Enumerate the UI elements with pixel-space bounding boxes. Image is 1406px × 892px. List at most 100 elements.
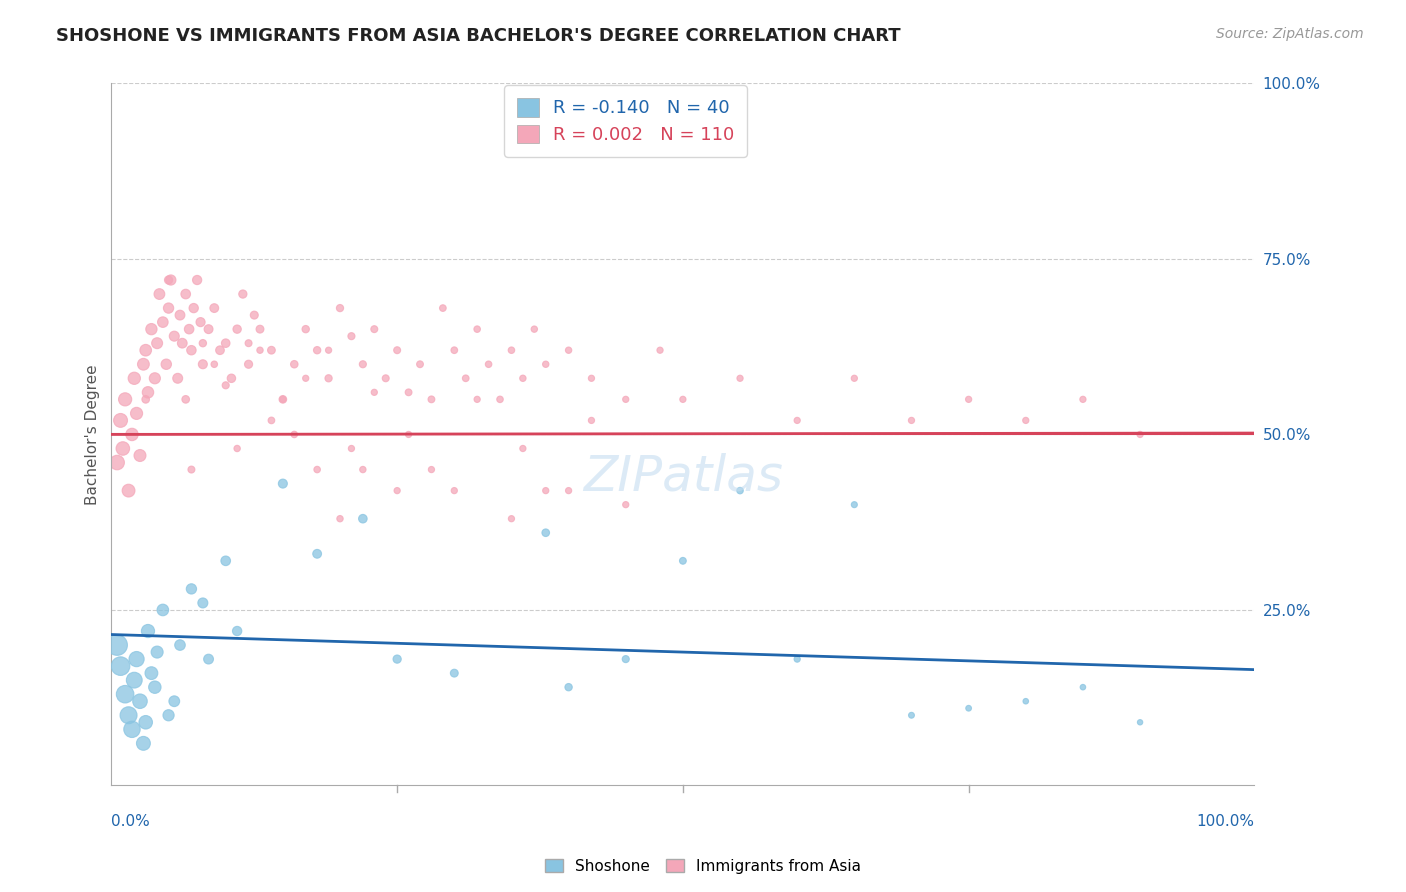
Point xyxy=(152,315,174,329)
Point xyxy=(443,343,465,358)
Point xyxy=(728,483,751,498)
Point xyxy=(232,287,254,301)
Point xyxy=(648,343,671,358)
Point xyxy=(501,343,523,358)
Point xyxy=(534,483,557,498)
Point xyxy=(844,371,866,385)
Point xyxy=(1071,680,1094,694)
Point xyxy=(169,638,191,652)
Point xyxy=(501,511,523,525)
Point xyxy=(557,680,579,694)
Point xyxy=(307,462,329,476)
Point xyxy=(957,701,980,715)
Point xyxy=(121,427,143,442)
Point xyxy=(352,357,374,371)
Point xyxy=(614,652,637,666)
Text: SHOSHONE VS IMMIGRANTS FROM ASIA BACHELOR'S DEGREE CORRELATION CHART: SHOSHONE VS IMMIGRANTS FROM ASIA BACHELO… xyxy=(56,27,901,45)
Point xyxy=(260,413,283,427)
Point xyxy=(136,385,159,400)
Point xyxy=(105,638,128,652)
Point xyxy=(672,554,695,568)
Point xyxy=(260,343,283,358)
Point xyxy=(420,392,443,407)
Point xyxy=(271,392,294,407)
Point xyxy=(614,498,637,512)
Point xyxy=(1015,694,1038,708)
Point xyxy=(163,329,186,343)
Point xyxy=(125,406,148,420)
Point xyxy=(143,680,166,694)
Point xyxy=(672,392,695,407)
Point xyxy=(146,645,169,659)
Point xyxy=(398,385,420,400)
Point xyxy=(385,343,408,358)
Point xyxy=(534,525,557,540)
Point xyxy=(409,357,432,371)
Point xyxy=(1129,427,1152,442)
Point xyxy=(157,301,180,315)
Point xyxy=(191,596,214,610)
Point xyxy=(363,322,385,336)
Point xyxy=(110,659,132,673)
Point xyxy=(163,694,186,708)
Point xyxy=(152,603,174,617)
Point xyxy=(117,708,139,723)
Point xyxy=(340,329,363,343)
Point xyxy=(1129,715,1152,730)
Point xyxy=(454,371,477,385)
Point xyxy=(180,582,202,596)
Point xyxy=(512,371,534,385)
Point xyxy=(614,392,637,407)
Point xyxy=(786,413,808,427)
Point xyxy=(215,336,238,351)
Point xyxy=(249,343,271,358)
Point xyxy=(844,498,866,512)
Point xyxy=(190,315,212,329)
Point xyxy=(179,322,201,336)
Point xyxy=(191,336,214,351)
Point xyxy=(398,427,420,442)
Point xyxy=(489,392,512,407)
Point xyxy=(900,708,922,723)
Point xyxy=(900,413,922,427)
Point xyxy=(465,322,488,336)
Text: 0.0%: 0.0% xyxy=(111,814,150,829)
Point xyxy=(215,378,238,392)
Point xyxy=(226,442,249,456)
Point xyxy=(581,371,603,385)
Point xyxy=(221,371,243,385)
Point xyxy=(122,673,145,688)
Point xyxy=(1015,413,1038,427)
Point xyxy=(110,413,132,427)
Point xyxy=(238,357,260,371)
Text: Source: ZipAtlas.com: Source: ZipAtlas.com xyxy=(1216,27,1364,41)
Point xyxy=(294,322,316,336)
Point xyxy=(146,336,169,351)
Point xyxy=(226,322,249,336)
Point xyxy=(129,694,152,708)
Point xyxy=(226,624,249,638)
Point xyxy=(271,392,294,407)
Point xyxy=(432,301,454,315)
Point xyxy=(352,511,374,525)
Point xyxy=(340,442,363,456)
Point xyxy=(329,511,352,525)
Point xyxy=(581,413,603,427)
Point xyxy=(329,301,352,315)
Point xyxy=(957,392,980,407)
Point xyxy=(191,357,214,371)
Point xyxy=(557,483,579,498)
Point xyxy=(283,427,305,442)
Point xyxy=(465,392,488,407)
Point xyxy=(534,357,557,371)
Point xyxy=(166,371,188,385)
Point xyxy=(318,371,340,385)
Point xyxy=(135,392,157,407)
Point xyxy=(512,442,534,456)
Point xyxy=(271,476,294,491)
Point xyxy=(132,357,155,371)
Point xyxy=(148,287,170,301)
Point xyxy=(122,371,145,385)
Point xyxy=(523,322,546,336)
Point xyxy=(307,343,329,358)
